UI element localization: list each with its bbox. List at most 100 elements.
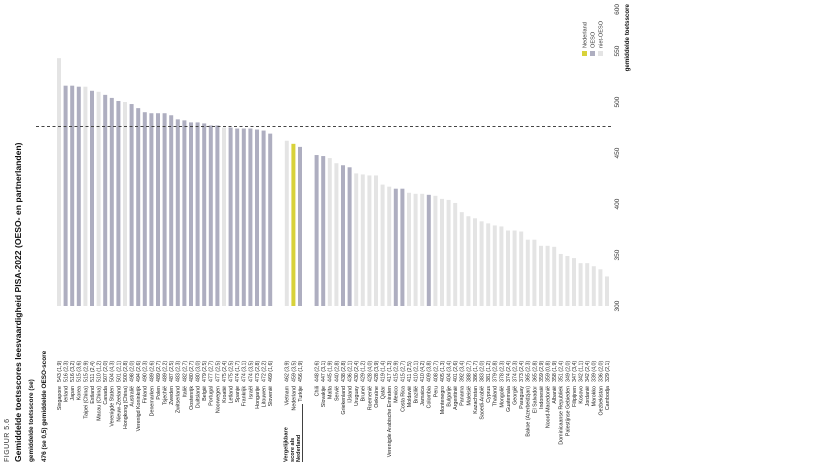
country-label: Verenigd Koninkrijk: [136, 386, 142, 432]
country-label: Hongarije: [255, 386, 261, 409]
country-label: Portugal: [209, 386, 215, 406]
score-value: 429 (1,2): [361, 361, 367, 382]
legend: Nederland OESO niet-OESO: [582, 20, 605, 56]
table-row: Italië 482 (2,7): [182, 120, 188, 397]
country-label: IJsland: [348, 386, 354, 403]
country-label: Brunei: [361, 386, 367, 401]
x-axis: 300 350 400 450 500 550 600 gemiddelde toetssco…: [36, 3, 631, 311]
score-bar: [459, 212, 464, 306]
country-label: Griekenland: [341, 386, 347, 415]
group-label-line: score als: [290, 438, 296, 462]
table-row: Albanië 358 (1,9): [552, 246, 558, 404]
score-bar: [248, 128, 253, 306]
score-value: 410 (4,2): [420, 361, 426, 382]
score-value: 374 (2,3): [513, 361, 519, 382]
score-bar: [473, 218, 477, 306]
country-label: Hongkong (China): [123, 386, 129, 429]
figure-label: FIGUUR 5.6: [4, 418, 11, 462]
score-value: 507 (2,0): [103, 361, 109, 382]
country-label: Nieuw-Zeeland: [116, 386, 122, 422]
legend-label: Nederland: [583, 22, 589, 48]
score-value: 482 (2,7): [182, 361, 188, 382]
score-value: 487 (2,5): [169, 361, 175, 382]
table-row: Nederland 459 (3,5): [291, 143, 297, 410]
table-row: Mongolië 378 (2,3): [499, 226, 505, 408]
country-label: Chili: [315, 386, 321, 396]
country-label: België: [202, 386, 208, 401]
score-value: 359 (0,8): [546, 361, 552, 382]
tick-label: 400: [614, 198, 621, 209]
score-bar: [413, 193, 418, 306]
score-bar: [380, 184, 385, 306]
table-row: Indonesië 359 (2,9): [539, 245, 545, 409]
country-label: Vietnam: [285, 385, 291, 405]
table-row: Vietnam 462 (3,9): [285, 140, 291, 405]
tick-label: 500: [614, 96, 621, 107]
score-bar: [572, 258, 576, 306]
country-label: Noord-Macedonië: [546, 386, 552, 428]
score-bar: [321, 156, 326, 306]
table-row: Maleisië 388 (2,7): [466, 216, 472, 405]
country-label: Litouwen: [262, 386, 268, 407]
score-bar: [433, 195, 438, 306]
score-value: 447 (3,1): [321, 361, 327, 382]
score-bar: [558, 253, 563, 306]
table-row: Panama 392 (3,4): [460, 212, 466, 406]
country-label: Tsjechië: [163, 386, 169, 405]
score-value: 490 (2,3): [143, 361, 149, 382]
score-value: 475 (2,5): [229, 361, 235, 382]
score-bar: [208, 125, 213, 306]
score-value: 411 (2,5): [407, 361, 413, 382]
country-label: Servië: [334, 386, 340, 401]
score-value: 401 (2,6): [453, 361, 459, 382]
score-value: 386 (1,7): [473, 361, 479, 382]
country-label: El Salvador: [532, 386, 538, 413]
score-bar: [136, 108, 141, 306]
country-label: Cambodja: [605, 386, 611, 410]
country-label: Dominicaanse Republiek: [559, 386, 565, 445]
score-bar: [314, 155, 319, 306]
score-bar: [532, 239, 537, 306]
score-bar: [393, 188, 398, 306]
score-bar: [96, 91, 101, 306]
score-bar: [407, 192, 411, 306]
score-bar: [598, 269, 603, 306]
country-label: Bulgarije: [447, 386, 453, 407]
score-value: 480 (2,7): [189, 361, 195, 382]
score-bar: [189, 122, 193, 306]
column-header: gemiddelde toetsscore (se): [28, 379, 35, 462]
score-value: 365 (2,3): [526, 361, 532, 382]
score-bar: [354, 173, 359, 306]
score-bar: [367, 175, 372, 306]
country-label: Jamaica: [420, 386, 426, 406]
table-row: Malta 445 (1,9): [328, 158, 334, 399]
score-bar: [585, 263, 590, 306]
country-label: Brazilië: [414, 386, 420, 403]
table-row: Roemenië 428 (4,0): [367, 175, 373, 410]
score-bar: [268, 133, 273, 306]
score-value: 489 (2,7): [156, 361, 162, 382]
country-label: Oezbekistan: [598, 386, 604, 415]
table-row: Japan 516 (3,2): [70, 85, 76, 400]
score-value: 347 (3,4): [572, 361, 578, 382]
table-row: Noorwegen 477 (2,5): [215, 125, 221, 413]
score-value: 477 (2,5): [215, 361, 221, 382]
score-value: 504 (4,3): [110, 361, 116, 382]
score-bar: [235, 128, 240, 306]
score-value: 501 (2,1): [116, 361, 122, 382]
table-row: Griekenland 438 (2,8): [341, 165, 347, 415]
table-row: Taipei (China) 515 (2,9): [83, 86, 89, 419]
score-bar: [70, 85, 75, 306]
table-row: Litouwen 472 (2,2): [262, 130, 268, 407]
score-bar: [426, 194, 431, 306]
table-row: Saoedi-Arabië 383 (2,0): [480, 221, 486, 420]
score-value: 472 (2,2): [262, 361, 268, 382]
score-value: 428 (4,0): [367, 361, 373, 382]
score-bar: [63, 85, 68, 306]
score-bar: [578, 263, 583, 306]
country-label: Kroatië: [222, 386, 228, 403]
country-label: Indonesië: [539, 386, 545, 409]
table-row: Brunei 429 (1,2): [361, 174, 367, 401]
